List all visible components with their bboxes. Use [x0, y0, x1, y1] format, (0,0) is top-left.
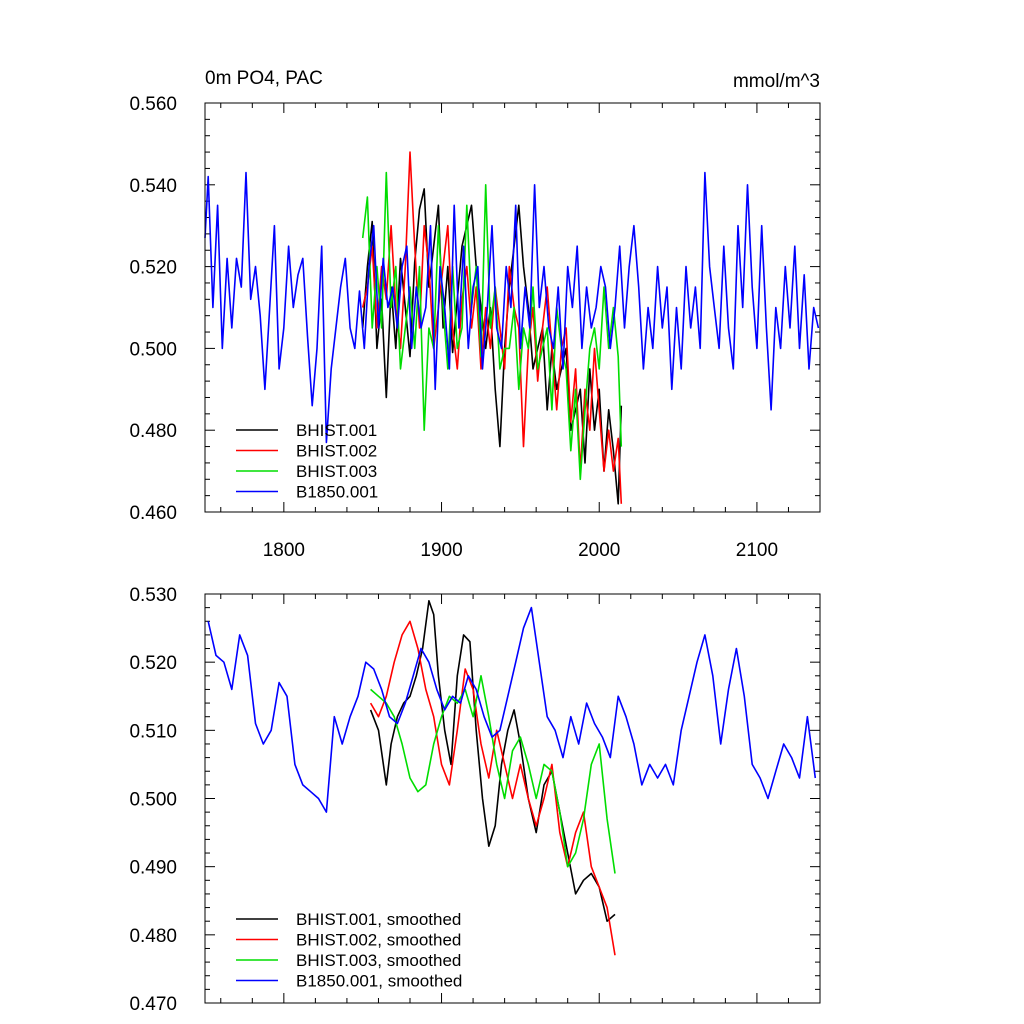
legend-label: BHIST.002, smoothed	[296, 931, 461, 950]
bottom-plot-frame	[204, 593, 821, 1004]
bottom-series-group	[207, 599, 817, 956]
bottom-panel: 0.470 0.480 0.490 0.500 0.510 0.520 0.530 BHIS…	[129, 585, 821, 1015]
x-tick-label: 2100	[736, 540, 778, 561]
legend-label: B1850.001	[296, 483, 378, 502]
top-plot-frame	[204, 102, 821, 513]
series-line-bhist-003	[361, 171, 623, 481]
units-label: mmol/m^3	[733, 71, 820, 92]
bottom-legend: BHIST.001, smoothed BHIST.002, smoothedBH…	[236, 910, 462, 991]
y-tick-label: 0.520	[129, 653, 177, 674]
y-tick-label: 0.480	[129, 421, 177, 442]
y-tick-label: 0.520	[129, 258, 177, 279]
series-line-bhist-001-smoothed	[369, 599, 616, 923]
legend-label: BHIST.001, smoothed	[296, 910, 461, 929]
legend-label: BHIST.003	[296, 462, 377, 481]
series-line-bhist-003-smoothed	[370, 674, 616, 874]
top-panel: 0m PO4, PAC mmol/m^3 0.460 0.480 0.500 0.52…	[129, 68, 821, 561]
series-line-b1850-001-smoothed	[207, 606, 817, 813]
x-tick-label: 1800	[263, 540, 305, 561]
y-tick-label: 0.460	[129, 503, 177, 524]
chart-title: 0m PO4, PAC	[205, 68, 323, 89]
series-line-b1850-001	[204, 171, 820, 444]
x-tick-label: 2000	[578, 540, 620, 561]
legend-label: BHIST.002	[296, 442, 377, 461]
y-tick-label: 0.530	[129, 585, 177, 606]
x-tick-label: 1900	[420, 540, 462, 561]
y-tick-label: 0.480	[129, 926, 177, 947]
bottom-ticks: 0.470 0.480 0.490 0.500 0.510 0.520 0.530	[129, 585, 820, 1015]
legend-label: BHIST.001	[296, 421, 377, 440]
y-tick-label: 0.540	[129, 176, 177, 197]
legend-label: B1850.001, smoothed	[296, 972, 462, 991]
top-ticks: 0.460 0.480 0.500 0.520 0.540 0.560 1800 1900 20…	[129, 94, 820, 561]
y-tick-label: 0.470	[129, 994, 177, 1015]
series-line-bhist-002-smoothed	[369, 620, 616, 956]
y-tick-label: 0.500	[129, 790, 177, 811]
y-tick-label: 0.560	[129, 94, 177, 115]
y-tick-label: 0.500	[129, 339, 177, 360]
y-tick-label: 0.490	[129, 858, 177, 879]
top-series-group	[204, 151, 820, 505]
legend-label: BHIST.003, smoothed	[296, 951, 461, 970]
y-tick-label: 0.510	[129, 721, 177, 742]
